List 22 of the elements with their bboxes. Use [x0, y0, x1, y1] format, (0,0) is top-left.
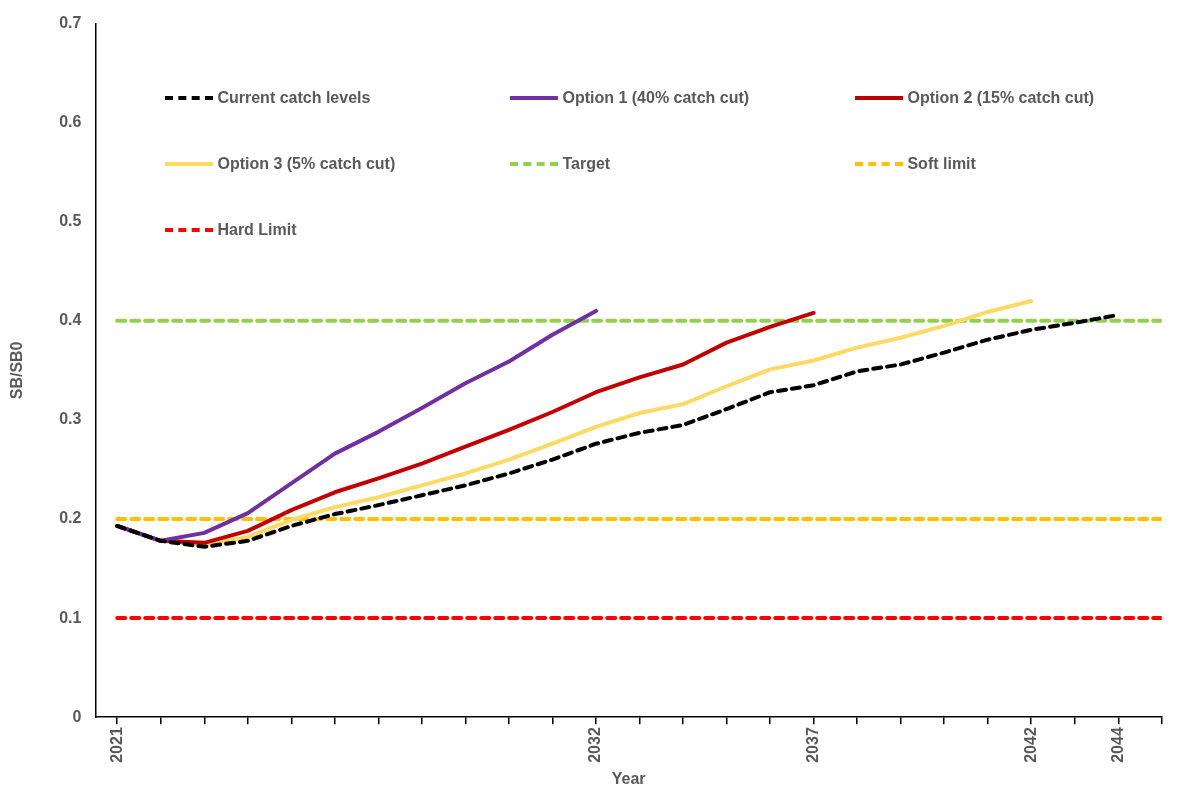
y-tick-label: 0.2: [59, 509, 82, 527]
x-axis-title: Year: [611, 769, 646, 787]
y-tick-label: 0.7: [59, 14, 82, 32]
y-axis-title: SB/SB0: [8, 341, 26, 400]
legend-label: Soft limit: [907, 154, 976, 173]
x-tick-label: 2032: [586, 727, 604, 763]
x-tick-label: 2037: [804, 727, 822, 763]
legend-label: Option 1 (40% catch cut): [562, 88, 750, 107]
y-tick-label: 0: [72, 707, 82, 725]
legend-label: Hard Limit: [217, 220, 297, 239]
x-tick-label: 2042: [1021, 727, 1039, 763]
x-tick-label: 2044: [1108, 727, 1126, 763]
y-tick-label: 0.3: [59, 410, 82, 428]
legend-label: Target: [562, 154, 611, 173]
legend-label: Option 2 (15% catch cut): [907, 88, 1095, 107]
legend-label: Option 3 (5% catch cut): [217, 154, 396, 173]
y-tick-label: 0.4: [59, 311, 82, 329]
legend-label: Current catch levels: [217, 88, 371, 107]
x-tick-label: 2021: [107, 727, 125, 763]
y-tick-label: 0.5: [59, 212, 82, 230]
y-tick-label: 0.6: [59, 113, 82, 131]
y-tick-label: 0.1: [59, 608, 82, 626]
